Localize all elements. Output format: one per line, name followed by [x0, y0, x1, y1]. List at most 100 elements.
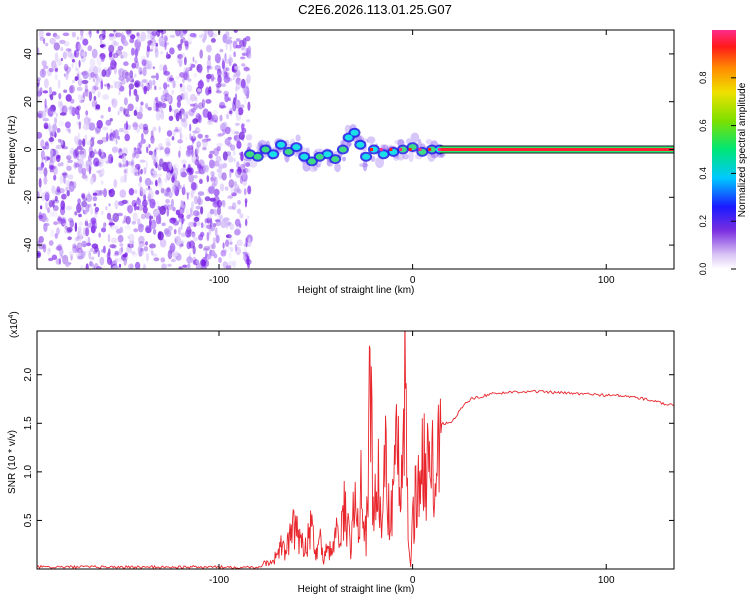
noise-speckle [239, 223, 242, 228]
noise-speckle [209, 150, 215, 155]
noise-speckle [172, 167, 179, 177]
noise-speckle [67, 236, 72, 241]
noise-speckle [131, 62, 137, 69]
noise-speckle [163, 70, 171, 76]
noise-speckle [176, 95, 183, 102]
noise-speckle [123, 122, 129, 130]
noise-speckle [206, 44, 212, 53]
noise-speckle [95, 83, 99, 88]
noise-speckle [82, 138, 86, 147]
noise-speckle [80, 97, 85, 101]
noise-speckle [166, 76, 172, 83]
noise-speckle [140, 213, 146, 220]
noise-speckle [73, 149, 78, 159]
noise-speckle [241, 172, 248, 182]
noise-speckle [190, 190, 194, 199]
noise-speckle [38, 177, 42, 188]
y-tick-label: 0.5 [23, 513, 34, 527]
noise-speckle [160, 51, 164, 55]
noise-speckle [186, 233, 191, 238]
noise-speckle [115, 32, 122, 38]
noise-speckle [142, 199, 148, 208]
noise-speckle [193, 216, 200, 223]
noise-speckle [188, 108, 195, 117]
noise-speckle [186, 43, 189, 48]
noise-speckle [71, 79, 76, 84]
noise-speckle [123, 61, 129, 67]
noise-speckle [194, 170, 202, 174]
noise-speckle [241, 127, 247, 134]
noise-speckle [214, 227, 218, 237]
noise-speckle [238, 131, 245, 140]
noise-speckle [139, 80, 144, 87]
noise-speckle [119, 70, 122, 80]
noise-speckle [144, 177, 152, 187]
noise-speckle [160, 30, 167, 35]
noise-speckle [96, 119, 103, 129]
noise-speckle [90, 247, 94, 252]
track-halo [425, 139, 433, 145]
noise-speckle [37, 240, 41, 246]
noise-speckle [120, 55, 124, 59]
noise-speckle [155, 173, 162, 178]
noise-speckle [153, 257, 160, 262]
noise-speckle [108, 44, 115, 54]
noise-speckle [210, 171, 215, 177]
noise-speckle [96, 170, 102, 174]
noise-speckle [152, 126, 157, 132]
noise-speckle [181, 133, 184, 140]
noise-speckle [217, 68, 222, 77]
noise-speckle [240, 104, 245, 109]
noise-speckle [237, 171, 241, 178]
track-core [362, 153, 371, 160]
noise-speckle [208, 153, 213, 159]
noise-speckle [88, 165, 93, 174]
tone-dash [370, 148, 373, 151]
noise-speckle [43, 175, 48, 185]
noise-speckle [115, 139, 118, 145]
noise-speckle [143, 193, 147, 201]
tone-dash [389, 148, 393, 151]
noise-speckle [66, 226, 73, 233]
noise-speckle [155, 111, 161, 121]
noise-speckle [171, 253, 179, 257]
noise-speckle [125, 114, 131, 118]
noise-speckle [163, 82, 168, 90]
noise-speckle [113, 30, 116, 33]
noise-speckle [219, 159, 224, 167]
noise-speckle [146, 44, 150, 52]
snr-ticks: -100 0 100 0.5 1.0 1.5 2.0 [23, 331, 674, 586]
noise-speckle [108, 222, 115, 226]
noise-speckle [181, 159, 187, 165]
noise-speckle [76, 70, 82, 78]
spectrogram-xlabel: Height of straight line (km) [298, 285, 415, 296]
noise-speckle [169, 161, 172, 171]
noise-speckle [233, 65, 240, 70]
noise-speckle [82, 52, 86, 57]
noise-speckle [174, 235, 182, 246]
noise-speckle [196, 63, 203, 73]
noise-speckle [120, 175, 125, 184]
noise-speckle [60, 200, 65, 211]
noise-speckle [38, 169, 44, 175]
noise-speckle [122, 154, 126, 164]
noise-speckle [179, 207, 185, 214]
noise-speckle [73, 238, 77, 248]
noise-speckle [100, 115, 104, 119]
noise-speckle [123, 108, 130, 116]
noise-speckle [98, 232, 101, 238]
noise-speckle [71, 31, 76, 38]
noise-speckle [82, 70, 89, 80]
noise-speckle [243, 188, 247, 196]
noise-speckle [175, 186, 179, 196]
noise-speckle [73, 135, 79, 144]
noise-speckle [212, 117, 218, 122]
noise-speckle [165, 137, 171, 145]
noise-speckle [190, 181, 197, 191]
noise-speckle [64, 121, 71, 129]
noise-speckle [236, 185, 240, 195]
noise-speckle [160, 257, 166, 263]
noise-speckle [57, 58, 62, 66]
track-core [323, 151, 332, 158]
noise-speckle [61, 172, 67, 176]
